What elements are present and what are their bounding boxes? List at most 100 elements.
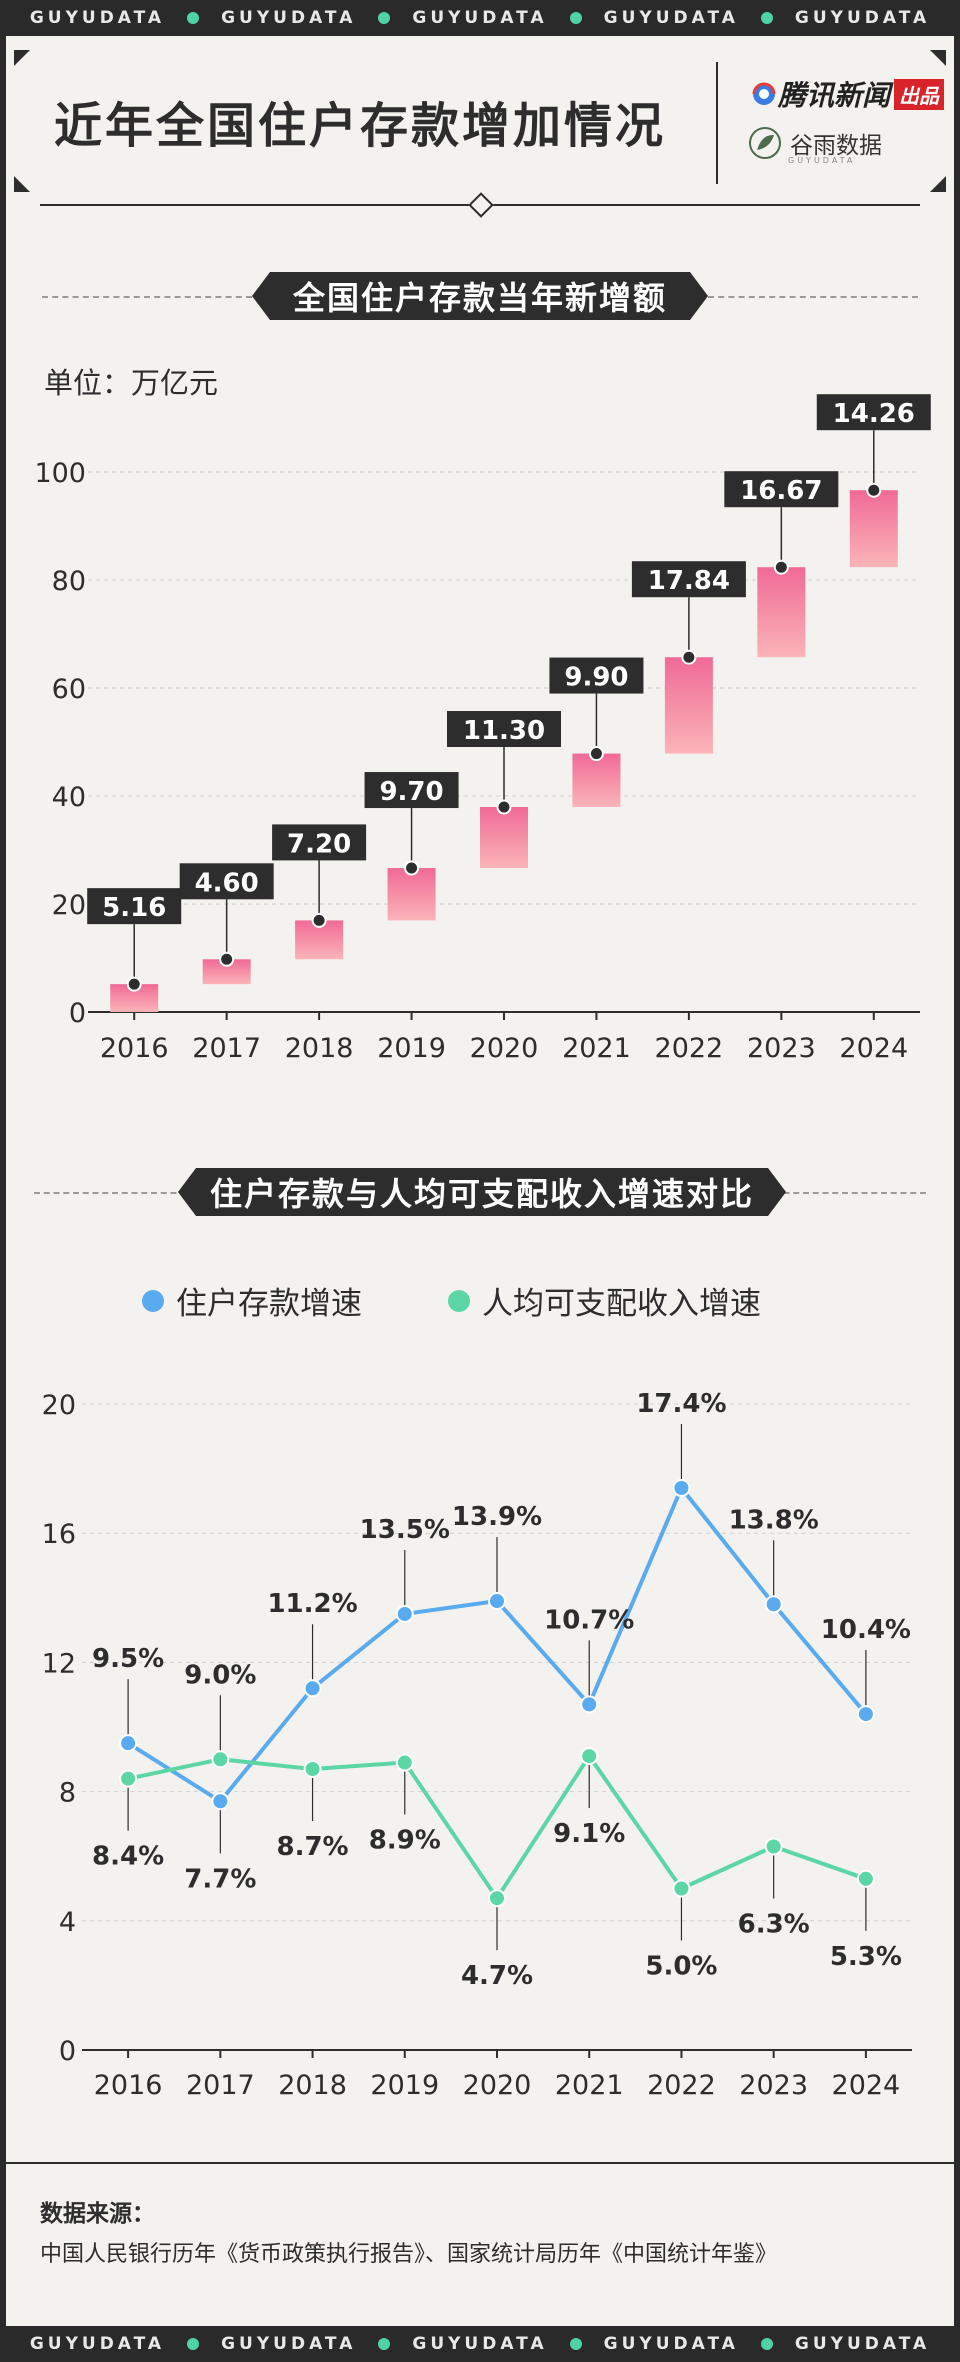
guyu-leaf-icon bbox=[749, 127, 781, 159]
income-value-label: 9.1% bbox=[553, 1819, 625, 1849]
x-tick-label: 2016 bbox=[100, 1033, 169, 1064]
deposit-value-label: 13.9% bbox=[452, 1502, 542, 1532]
deposit-value-label: 10.4% bbox=[821, 1615, 911, 1645]
x-tick-label: 2024 bbox=[839, 1033, 908, 1064]
income-point bbox=[856, 1869, 875, 1888]
income-value-label: 4.7% bbox=[461, 1961, 533, 1991]
section2-title-shape bbox=[178, 1168, 786, 1216]
section1-dash-right bbox=[708, 296, 918, 298]
waterfall-bar bbox=[757, 567, 806, 658]
value-label: 17.84 bbox=[648, 566, 730, 596]
income-point bbox=[211, 1750, 230, 1769]
legend-deposit-label: 住户存款增速 bbox=[176, 1286, 362, 1322]
x-tick-label: 2018 bbox=[285, 1033, 354, 1064]
x-tick-label: 2024 bbox=[832, 2070, 901, 2101]
y-tick-label: 100 bbox=[34, 458, 86, 489]
x-tick-label: 2022 bbox=[647, 2070, 716, 2101]
x-tick-label: 2016 bbox=[94, 2070, 163, 2101]
ticker-item: GUYUDATA bbox=[603, 2334, 739, 2354]
value-label-box bbox=[364, 772, 459, 809]
deposit-point bbox=[395, 1604, 414, 1623]
y-tick-label: 60 bbox=[52, 674, 86, 705]
x-tick-label: 2019 bbox=[377, 1033, 446, 1064]
ticker-item: GUYUDATA bbox=[221, 8, 357, 28]
income-point bbox=[672, 1879, 691, 1898]
income-point bbox=[488, 1889, 506, 1908]
income-point bbox=[395, 1753, 414, 1772]
deposit-point bbox=[488, 1592, 506, 1611]
waterfall-bar bbox=[664, 657, 713, 754]
y-tick-label: 40 bbox=[52, 782, 86, 813]
income-value-label: 5.3% bbox=[830, 1942, 902, 1972]
corner-mark-tr bbox=[930, 50, 946, 66]
legend-income-label: 人均可支配收入增速 bbox=[482, 1286, 761, 1322]
value-label-box bbox=[549, 657, 644, 694]
value-label-box bbox=[447, 711, 561, 748]
y-tick-label: 80 bbox=[52, 566, 86, 597]
corner-mark-bl bbox=[14, 176, 30, 192]
x-tick-label: 2017 bbox=[192, 1033, 261, 1064]
income-value-label: 8.4% bbox=[92, 1842, 164, 1872]
income-value-label: 8.9% bbox=[369, 1826, 441, 1856]
brand-guyu-data: 谷雨数据 GUYUDATA bbox=[748, 126, 882, 165]
value-label: 11.30 bbox=[463, 716, 545, 746]
deposit-increase-chart: 0 20 40 60 80 100 2016 5.16 2017 4.60 2018 7.20 2019… bbox=[34, 394, 931, 1064]
ticker-dot-icon bbox=[187, 12, 200, 24]
deposit-value-label: 9.5% bbox=[92, 1644, 164, 1674]
x-tick-label: 2023 bbox=[747, 1033, 816, 1064]
value-label-box bbox=[87, 888, 182, 925]
tencent-news-logo-icon bbox=[752, 82, 776, 105]
x-tick-label: 2023 bbox=[739, 2070, 808, 2101]
ticker-dot-icon bbox=[569, 12, 582, 24]
deposit-point bbox=[764, 1595, 783, 1614]
ticker-item: GUYUDATA bbox=[603, 8, 739, 28]
x-tick-label: 2020 bbox=[470, 1033, 539, 1064]
waterfall-bar bbox=[480, 807, 528, 869]
deposit-point bbox=[672, 1478, 691, 1497]
y-tick-label: 0 bbox=[59, 2036, 76, 2067]
value-label-box bbox=[724, 471, 839, 508]
brand-data-sub: GUYUDATA bbox=[788, 156, 856, 165]
deposit-point bbox=[303, 1679, 322, 1698]
x-tick-label: 2019 bbox=[370, 2070, 439, 2101]
legend-income: 人均可支配收入增速 bbox=[448, 1278, 761, 1323]
growth-compare-chart: 0 4 8 12 16 20 2016 2017 2018 2019 2020 2021 2022 202… bbox=[42, 1389, 912, 2101]
deposit-point bbox=[856, 1705, 875, 1724]
ticker-dot-icon bbox=[760, 2338, 773, 2350]
deposit-value-label: 7.7% bbox=[184, 1864, 256, 1894]
deposit-point bbox=[119, 1734, 138, 1753]
ticker-dot-icon bbox=[378, 2338, 391, 2350]
deposit-value-label: 17.4% bbox=[636, 1389, 726, 1419]
ticker-item: GUYUDATA bbox=[412, 2334, 548, 2354]
ticker-item: GUYUDATA bbox=[29, 8, 166, 28]
callout-dot bbox=[588, 746, 604, 762]
section2-title: 住户存款与人均可支配收入增速对比 bbox=[209, 1175, 754, 1213]
y-tick-label: 12 bbox=[42, 1648, 76, 1679]
source-heading: 数据来源： bbox=[40, 2201, 155, 2227]
callout-dot bbox=[219, 951, 235, 967]
income-value-label: 8.7% bbox=[277, 1832, 349, 1862]
income-value-label: 9.0% bbox=[184, 1660, 256, 1690]
y-tick-label: 20 bbox=[52, 890, 86, 921]
y-tick-label: 16 bbox=[42, 1519, 76, 1550]
callout-dot bbox=[404, 860, 420, 876]
ticker-item: GUYUDATA bbox=[221, 2334, 357, 2354]
ticker-dot-icon bbox=[378, 12, 391, 24]
deposit-value-label: 11.2% bbox=[267, 1589, 357, 1619]
waterfall-bar bbox=[572, 753, 621, 808]
brand-tencent-news: 腾讯新闻 出品 bbox=[750, 74, 945, 114]
value-label-box bbox=[631, 561, 746, 598]
deposit-point bbox=[580, 1695, 599, 1714]
brand-tag: 出品 bbox=[894, 78, 945, 110]
callout-dot bbox=[496, 799, 512, 815]
value-label: 14.26 bbox=[833, 399, 915, 429]
value-label: 9.90 bbox=[564, 663, 628, 693]
corner-mark-br bbox=[930, 176, 946, 192]
brand-name: 腾讯新闻 bbox=[778, 79, 891, 112]
value-label: 4.60 bbox=[195, 868, 259, 898]
income-point bbox=[303, 1759, 322, 1778]
bottom-ticker: GUYUDATA GUYUDATA GUYUDATA GUYUDATA GUYUDATA bbox=[0, 2326, 960, 2362]
value-label-box bbox=[816, 394, 931, 431]
x-tick-label: 2017 bbox=[186, 2070, 255, 2101]
